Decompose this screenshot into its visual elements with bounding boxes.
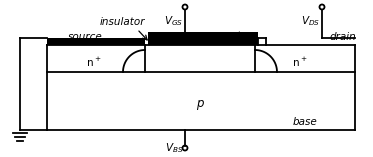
Text: source: source xyxy=(68,32,102,42)
Text: $\mathrm{n}^+$: $\mathrm{n}^+$ xyxy=(86,55,102,69)
Text: $\mathrm{n}^+$: $\mathrm{n}^+$ xyxy=(292,55,308,69)
Text: $V_{GS}$: $V_{GS}$ xyxy=(164,14,183,28)
Text: $V_{DS}$: $V_{DS}$ xyxy=(301,14,320,28)
Bar xyxy=(148,42,258,45)
Text: p: p xyxy=(196,97,204,109)
Text: $V_{BS}$: $V_{BS}$ xyxy=(164,141,183,155)
Bar xyxy=(148,32,258,45)
Bar xyxy=(47,38,145,45)
Text: drain: drain xyxy=(329,32,356,42)
Text: base: base xyxy=(293,117,317,127)
Text: insulator: insulator xyxy=(99,17,145,27)
Text: gate: gate xyxy=(225,31,248,41)
